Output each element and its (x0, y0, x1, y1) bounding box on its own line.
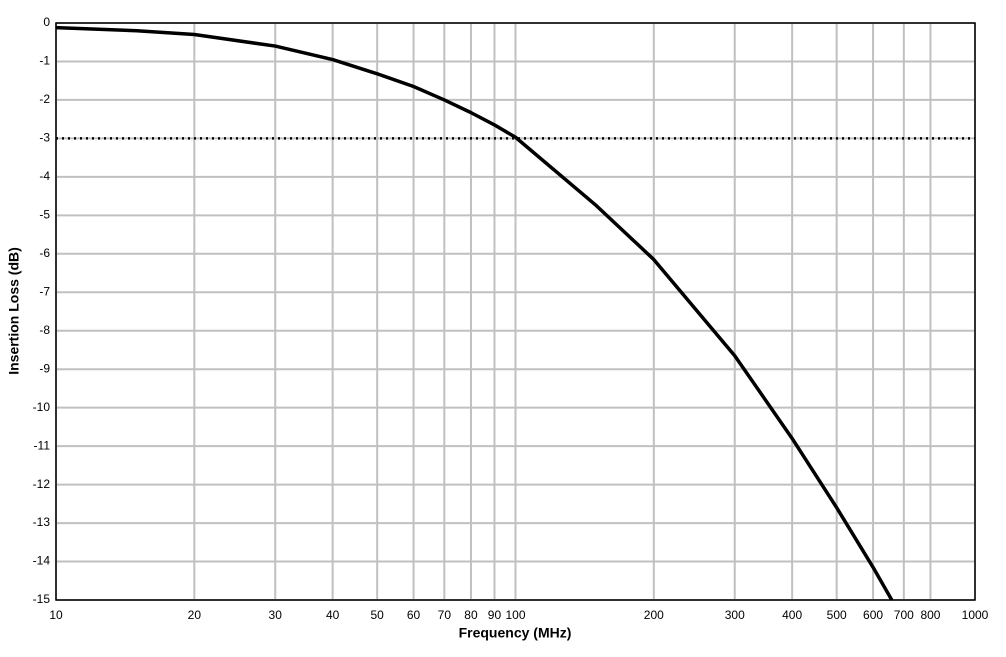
y-tick-label: -2 (39, 92, 50, 106)
x-tick-label: 40 (326, 608, 340, 622)
x-tick-label: 400 (782, 608, 802, 622)
y-tick-label: -5 (39, 208, 50, 222)
y-tick-label: -8 (39, 323, 50, 337)
y-axis-title: Insertion Loss (dB) (6, 247, 22, 375)
x-tick-label: 80 (464, 608, 478, 622)
y-tick-label: -1 (39, 54, 50, 68)
x-tick-label: 90 (488, 608, 502, 622)
y-tick-label: -10 (33, 400, 51, 414)
x-tick-label: 70 (438, 608, 452, 622)
y-tick-label: -6 (39, 246, 50, 260)
y-tick-label: -9 (39, 361, 50, 375)
x-axis-title: Frequency (MHz) (459, 625, 572, 641)
x-tick-label: 20 (188, 608, 202, 622)
x-tick-label: 60 (407, 608, 421, 622)
x-tick-label: 30 (269, 608, 283, 622)
y-tick-label: -4 (39, 169, 50, 183)
x-tick-label: 100 (505, 608, 525, 622)
x-tick-label: 800 (920, 608, 940, 622)
x-tick-label: 10 (49, 608, 63, 622)
y-tick-label: -7 (39, 284, 50, 298)
plot-frame (55, 22, 976, 601)
y-tick-label: -12 (33, 477, 51, 491)
x-tick-label: 1000 (962, 608, 989, 622)
x-tick-label: 200 (644, 608, 664, 622)
y-tick-label: -14 (33, 554, 51, 568)
x-tick-label: 600 (863, 608, 883, 622)
x-tick-label: 50 (370, 608, 384, 622)
y-tick-label: -15 (33, 592, 51, 606)
line-series (55, 25, 894, 601)
y-tick-label: -3 (39, 131, 50, 145)
x-tick-label: 300 (725, 608, 745, 622)
y-tick-label: 0 (43, 15, 50, 29)
x-tick-label: 500 (827, 608, 847, 622)
y-tick-label: -13 (33, 515, 51, 529)
x-tick-label: 700 (894, 608, 914, 622)
y-tick-label: -11 (34, 438, 51, 452)
